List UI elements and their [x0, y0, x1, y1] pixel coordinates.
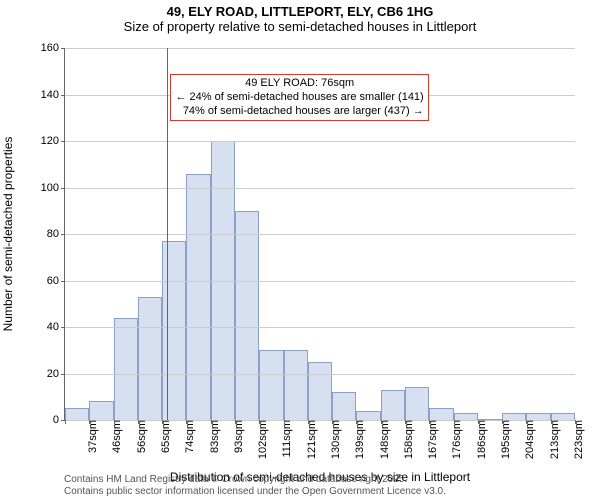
gridline — [65, 374, 575, 375]
x-tick-label: 65sqm — [154, 420, 172, 453]
x-tick-mark — [308, 420, 309, 424]
y-tick-mark — [61, 48, 65, 49]
attribution-line-2: Contains public sector information licen… — [64, 486, 446, 498]
gridline — [65, 188, 575, 189]
x-tick-label: 223sqm — [567, 420, 585, 459]
x-tick-mark — [89, 420, 90, 424]
x-tick-mark — [114, 420, 115, 424]
x-tick-label: 93sqm — [227, 420, 245, 453]
x-tick-mark — [138, 420, 139, 424]
x-tick-label: 130sqm — [324, 420, 342, 459]
x-tick-label: 46sqm — [105, 420, 123, 453]
bar — [502, 413, 526, 420]
bar — [429, 408, 453, 420]
x-tick-label: 102sqm — [251, 420, 269, 459]
gridline — [65, 141, 575, 142]
gridline — [65, 281, 575, 282]
x-tick-mark — [381, 420, 382, 424]
bar — [454, 413, 478, 420]
x-tick-label: 148sqm — [373, 420, 391, 459]
x-tick-label: 167sqm — [421, 420, 439, 459]
x-tick-label: 56sqm — [130, 420, 148, 453]
x-tick-mark — [332, 420, 333, 424]
bar — [259, 350, 283, 420]
attribution: Contains HM Land Registry data © Crown c… — [64, 474, 446, 498]
y-tick-mark — [61, 95, 65, 96]
x-tick-mark — [575, 420, 576, 424]
y-tick-mark — [61, 281, 65, 282]
plot-area: Distribution of semi-detached houses by … — [64, 48, 575, 421]
x-tick-mark — [429, 420, 430, 424]
title-line-1: 49, ELY ROAD, LITTLEPORT, ELY, CB6 1HG — [0, 4, 600, 19]
bar — [526, 413, 550, 420]
annotation-line-3: 74% of semi-detached houses are larger (… — [175, 105, 423, 119]
title-line-2: Size of property relative to semi-detach… — [0, 19, 600, 34]
bar — [284, 350, 308, 420]
x-tick-label: 204sqm — [518, 420, 536, 459]
y-tick-mark — [61, 141, 65, 142]
bar — [65, 408, 89, 420]
x-tick-label: 83sqm — [203, 420, 221, 453]
x-tick-label: 74sqm — [178, 420, 196, 453]
chart-title: 49, ELY ROAD, LITTLEPORT, ELY, CB6 1HG S… — [0, 0, 600, 34]
attribution-line-1: Contains HM Land Registry data © Crown c… — [64, 474, 446, 486]
bar — [186, 174, 210, 420]
bar — [114, 318, 138, 420]
y-tick-mark — [61, 327, 65, 328]
chart-container: 49, ELY ROAD, LITTLEPORT, ELY, CB6 1HG S… — [0, 0, 600, 500]
x-tick-label: 195sqm — [494, 420, 512, 459]
x-tick-mark — [502, 420, 503, 424]
x-tick-label: 176sqm — [445, 420, 463, 459]
bar — [551, 413, 575, 420]
y-axis-label: Number of semi-detached properties — [1, 137, 15, 332]
bar — [405, 387, 429, 420]
annotation-box: 49 ELY ROAD: 76sqm← 24% of semi-detached… — [170, 74, 428, 121]
bar — [138, 297, 162, 420]
x-tick-label: 139sqm — [348, 420, 366, 459]
bar — [332, 392, 356, 420]
reference-line — [167, 48, 168, 420]
x-tick-mark — [259, 420, 260, 424]
bar — [381, 390, 405, 420]
bar — [356, 411, 380, 420]
gridline — [65, 327, 575, 328]
bar — [235, 211, 259, 420]
x-tick-mark — [526, 420, 527, 424]
x-tick-mark — [235, 420, 236, 424]
gridline — [65, 234, 575, 235]
x-tick-label: 213sqm — [543, 420, 561, 459]
bar — [308, 362, 332, 420]
x-tick-mark — [551, 420, 552, 424]
annotation-line-1: 49 ELY ROAD: 76sqm — [175, 77, 423, 91]
annotation-line-2: ← 24% of semi-detached houses are smalle… — [175, 91, 423, 105]
bar — [89, 401, 113, 420]
x-tick-mark — [356, 420, 357, 424]
x-tick-mark — [162, 420, 163, 424]
x-tick-mark — [186, 420, 187, 424]
x-tick-label: 37sqm — [81, 420, 99, 453]
x-tick-mark — [478, 420, 479, 424]
x-tick-mark — [65, 420, 66, 424]
x-tick-mark — [284, 420, 285, 424]
gridline — [65, 48, 575, 49]
x-tick-mark — [405, 420, 406, 424]
bar — [162, 241, 186, 420]
x-tick-mark — [454, 420, 455, 424]
x-tick-mark — [211, 420, 212, 424]
x-tick-label: 186sqm — [470, 420, 488, 459]
x-tick-label: 121sqm — [300, 420, 318, 459]
y-tick-mark — [61, 188, 65, 189]
x-tick-label: 158sqm — [397, 420, 415, 459]
y-tick-mark — [61, 374, 65, 375]
y-tick-mark — [61, 234, 65, 235]
x-tick-label: 111sqm — [275, 420, 293, 458]
